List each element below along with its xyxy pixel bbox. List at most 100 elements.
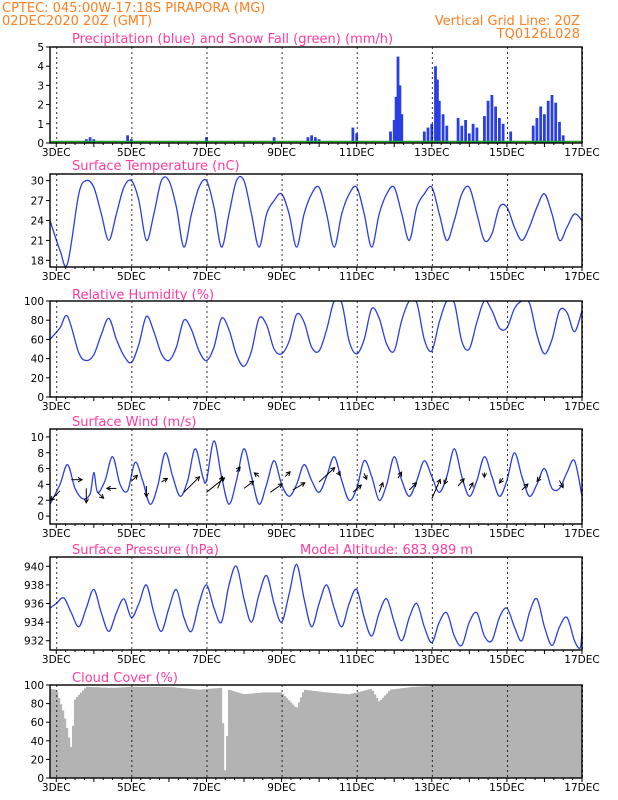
panel-title: Surface Wind (m/s) [72, 415, 196, 430]
x-tick-label: 5DEC [117, 147, 146, 159]
x-tick-label: 13DEC [414, 528, 449, 540]
cloud-cover-bar [52, 689, 55, 778]
cloud-cover-bar [354, 692, 357, 778]
cloud-cover-bar [440, 685, 443, 778]
cloud-cover-bar [488, 685, 491, 778]
cloud-cover-bar [274, 692, 277, 778]
cloud-cover-bar [336, 693, 339, 778]
precipitation-bar [436, 79, 439, 143]
x-tick-label: 5DEC [117, 654, 146, 666]
cloud-cover-bar [236, 692, 239, 778]
precipitation-bar [483, 116, 486, 143]
wind-vector [243, 480, 254, 489]
wind-arrowhead [249, 480, 255, 486]
panel-frame [49, 428, 583, 525]
cloud-cover-bar [270, 692, 273, 778]
precipitation-bar [501, 123, 505, 143]
cloud-cover-bar [562, 685, 565, 778]
cloud-cover-bar [548, 685, 551, 778]
x-tick-label: 9DEC [267, 782, 296, 794]
cloud-cover-bar [86, 686, 89, 778]
y-tick-label: 10 [31, 432, 44, 444]
x-tick-label: 7DEC [192, 271, 221, 283]
cloud-cover-bar [446, 685, 449, 778]
cloud-cover-bar [350, 693, 353, 778]
cloud-cover-bar [210, 688, 213, 778]
precipitation-bar [558, 121, 561, 143]
wind-arrowhead [162, 477, 169, 483]
cloud-cover-bar [518, 685, 521, 778]
panel-6: Cloud Cover (%) 0 20 40 60 80 100 3DEC 5DEC 7DEC 9… [24, 671, 600, 794]
precipitation-bar [486, 100, 490, 143]
cloud-cover-bar [120, 687, 123, 778]
cloud-cover-bar [216, 688, 219, 778]
cloud-cover-bar [444, 685, 447, 778]
cloud-cover-bar [332, 693, 335, 778]
wind-arrowhead [330, 466, 336, 473]
cloud-cover-bar [512, 685, 515, 778]
wind-arrowhead [397, 471, 403, 477]
wind-vector [397, 471, 403, 479]
y-tick-label: 936 [24, 599, 44, 611]
cloud-cover-bar [310, 690, 313, 778]
wind-vector [183, 476, 200, 493]
cloud-cover-bar [478, 685, 481, 778]
cloud-cover-bar [486, 685, 489, 778]
cloud-cover-bar [452, 685, 455, 778]
cloud-cover-bar [134, 686, 137, 778]
cloud-cover-bar [380, 699, 383, 778]
x-tick-label: 7DEC [192, 782, 221, 794]
x-tick-label: 3DEC [42, 147, 71, 159]
cloud-cover-bar [282, 693, 285, 778]
wind-arrowhead [468, 481, 474, 488]
cloud-cover-bar [248, 693, 251, 778]
panel-3: Relative Humidity (%) 0 20 40 60 80 100 3DEC 5DE… [24, 288, 600, 413]
cloud-cover-bar [242, 694, 245, 778]
precipitation-bar [434, 66, 437, 143]
cloud-cover-bar [162, 686, 165, 778]
cloud-cover-bar [288, 700, 291, 778]
cloud-cover-bar [70, 746, 73, 778]
cloud-cover-bar [322, 692, 325, 778]
cloud-cover-bar [152, 686, 155, 778]
cloud-cover-bar [194, 689, 197, 778]
precipitation-bar [531, 125, 535, 143]
wind-arrowhead [379, 481, 384, 488]
x-tick-label: 17DEC [564, 147, 599, 159]
wind-vector [378, 482, 384, 493]
cloud-cover-bar [174, 687, 177, 778]
cloud-cover-bar [176, 687, 179, 778]
wind-vector [217, 476, 223, 489]
cloud-cover-bar [510, 685, 513, 778]
y-tick-label: 8 [37, 448, 44, 460]
wind-arrowhead [459, 477, 465, 484]
cloud-cover-bar [348, 694, 351, 778]
y-tick-label: 938 [24, 580, 44, 592]
y-tick-label: 2 [37, 495, 44, 507]
wind-vector [363, 473, 368, 480]
cloud-cover-bar [378, 701, 381, 778]
cloud-cover-bar [262, 692, 265, 778]
panel-frame [49, 556, 583, 651]
panel-title: Surface Temperature (nC) [72, 159, 240, 174]
cloud-cover-bar [534, 685, 537, 778]
x-tick-label: 5DEC [117, 401, 146, 413]
cloud-cover-bar [186, 688, 189, 778]
cloud-cover-bar [128, 687, 131, 778]
precipitation-bar [426, 127, 430, 143]
cloud-cover-bar [326, 692, 329, 778]
panel-title: Precipitation (blue) and Snow Fall (gree… [72, 32, 393, 47]
cloud-cover-bar [156, 686, 159, 778]
y-tick-label: 932 [24, 636, 44, 648]
cloud-cover-bar [204, 689, 207, 778]
cloud-cover-bar [198, 689, 201, 778]
cloud-cover-bar [464, 685, 467, 778]
panel-frame [49, 46, 583, 144]
cloud-cover-bar [108, 687, 111, 778]
cloud-cover-bar [316, 691, 319, 778]
cloud-cover-bar [154, 686, 157, 778]
cloud-cover-bar [368, 689, 371, 778]
precipitation-bar [543, 114, 546, 143]
cloud-cover-bar [184, 688, 187, 778]
x-tick-label: 9DEC [267, 271, 296, 283]
